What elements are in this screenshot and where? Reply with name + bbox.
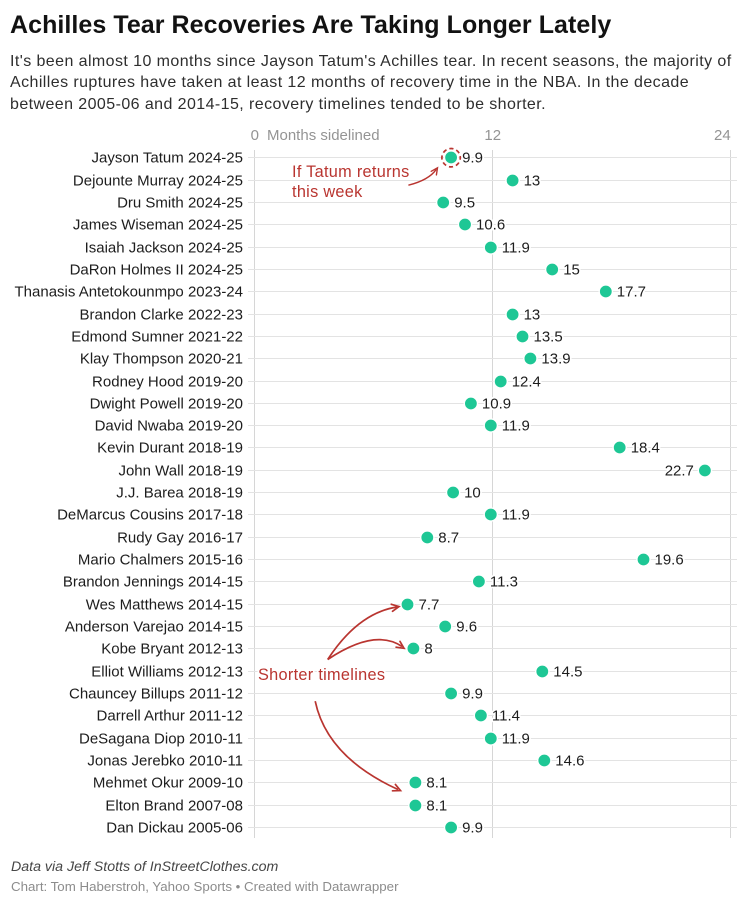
svg-text:9.5: 9.5: [454, 195, 475, 212]
svg-text:this week: this week: [292, 183, 363, 201]
svg-text:J.J. Barea 2018-19: J.J. Barea 2018-19: [116, 485, 243, 502]
svg-text:0: 0: [251, 127, 259, 144]
svg-text:Kobe Bryant 2012-13: Kobe Bryant 2012-13: [101, 641, 243, 658]
svg-text:DeMarcus Cousins 2017-18: DeMarcus Cousins 2017-18: [57, 507, 243, 524]
svg-text:11.3: 11.3: [490, 574, 518, 591]
svg-text:Jonas Jerebko 2010-11: Jonas Jerebko 2010-11: [87, 753, 243, 770]
svg-text:13.5: 13.5: [534, 329, 563, 346]
svg-text:Dwight Powell 2019-20: Dwight Powell 2019-20: [90, 396, 243, 413]
svg-text:Mehmet Okur 2009-10: Mehmet Okur 2009-10: [93, 775, 243, 792]
svg-text:Edmond Sumner 2021-22: Edmond Sumner 2021-22: [71, 329, 243, 346]
svg-text:Dru Smith 2024-25: Dru Smith 2024-25: [117, 195, 243, 212]
svg-text:11.9: 11.9: [502, 731, 530, 748]
svg-text:22.7: 22.7: [665, 463, 694, 480]
svg-text:DaRon Holmes II 2024-25: DaRon Holmes II 2024-25: [70, 262, 243, 279]
svg-text:11.9: 11.9: [502, 240, 530, 257]
svg-text:13: 13: [524, 173, 541, 190]
svg-text:Brandon Jennings 2014-15: Brandon Jennings 2014-15: [63, 574, 243, 591]
svg-text:Elton Brand 2007-08: Elton Brand 2007-08: [105, 798, 243, 815]
svg-text:15: 15: [563, 262, 580, 279]
svg-text:James Wiseman 2024-25: James Wiseman 2024-25: [73, 217, 243, 234]
svg-text:14.6: 14.6: [555, 753, 584, 770]
svg-text:Shorter timelines: Shorter timelines: [258, 666, 385, 684]
svg-text:Rodney Hood 2019-20: Rodney Hood 2019-20: [92, 374, 243, 391]
svg-text:9.9: 9.9: [462, 820, 483, 837]
svg-text:8: 8: [424, 641, 432, 658]
svg-text:John Wall 2018-19: John Wall 2018-19: [118, 463, 243, 480]
svg-text:Rudy Gay 2016-17: Rudy Gay 2016-17: [117, 530, 243, 547]
svg-text:24: 24: [714, 127, 731, 144]
svg-text:Dejounte Murray 2024-25: Dejounte Murray 2024-25: [73, 173, 243, 190]
svg-text:Darrell Arthur 2011-12: Darrell Arthur 2011-12: [97, 708, 243, 725]
svg-text:10.6: 10.6: [476, 217, 505, 234]
svg-text:13.9: 13.9: [541, 351, 570, 368]
svg-text:Kevin Durant 2018-19: Kevin Durant 2018-19: [97, 440, 243, 457]
svg-text:9.6: 9.6: [456, 619, 477, 636]
svg-text:Jayson Tatum 2024-25: Jayson Tatum 2024-25: [92, 150, 244, 167]
svg-text:13: 13: [524, 307, 541, 324]
svg-text:11.9: 11.9: [502, 507, 530, 524]
svg-text:10: 10: [464, 485, 481, 502]
svg-text:8.7: 8.7: [438, 530, 459, 547]
svg-text:Isaiah Jackson 2024-25: Isaiah Jackson 2024-25: [85, 240, 243, 257]
svg-text:If Tatum returns: If Tatum returns: [292, 163, 410, 181]
svg-text:8.1: 8.1: [426, 775, 447, 792]
svg-text:12.4: 12.4: [512, 374, 541, 391]
svg-text:Brandon Clarke 2022-23: Brandon Clarke 2022-23: [80, 307, 243, 324]
svg-text:Mario Chalmers 2015-16: Mario Chalmers 2015-16: [78, 552, 243, 569]
svg-text:12: 12: [484, 127, 501, 144]
svg-text:19.6: 19.6: [655, 552, 684, 569]
svg-text:17.7: 17.7: [617, 284, 646, 301]
svg-text:Klay Thompson 2020-21: Klay Thompson 2020-21: [80, 351, 243, 368]
svg-text:8.1: 8.1: [426, 798, 447, 815]
svg-text:Dan Dickau 2005-06: Dan Dickau 2005-06: [106, 820, 243, 837]
svg-text:7.7: 7.7: [419, 597, 440, 614]
svg-text:Thanasis Antetokounmpo 2023-24: Thanasis Antetokounmpo 2023-24: [15, 284, 244, 301]
svg-text:DeSagana Diop 2010-11: DeSagana Diop 2010-11: [79, 731, 243, 748]
svg-text:11.9: 11.9: [502, 418, 530, 435]
svg-text:Chauncey Billups 2011-12: Chauncey Billups 2011-12: [69, 686, 243, 703]
svg-text:David Nwaba 2019-20: David Nwaba 2019-20: [95, 418, 243, 435]
svg-text:Elliot Williams 2012-13: Elliot Williams 2012-13: [91, 664, 243, 681]
svg-text:11.4: 11.4: [492, 708, 520, 725]
svg-text:10.9: 10.9: [482, 396, 511, 413]
svg-text:14.5: 14.5: [553, 664, 582, 681]
svg-text:9.9: 9.9: [462, 686, 483, 703]
svg-text:9.9: 9.9: [462, 150, 483, 167]
svg-text:Wes Matthews 2014-15: Wes Matthews 2014-15: [86, 597, 243, 614]
svg-text:Months sidelined: Months sidelined: [267, 127, 380, 144]
svg-text:18.4: 18.4: [631, 440, 660, 457]
svg-text:Anderson Varejao 2014-15: Anderson Varejao 2014-15: [65, 619, 243, 636]
